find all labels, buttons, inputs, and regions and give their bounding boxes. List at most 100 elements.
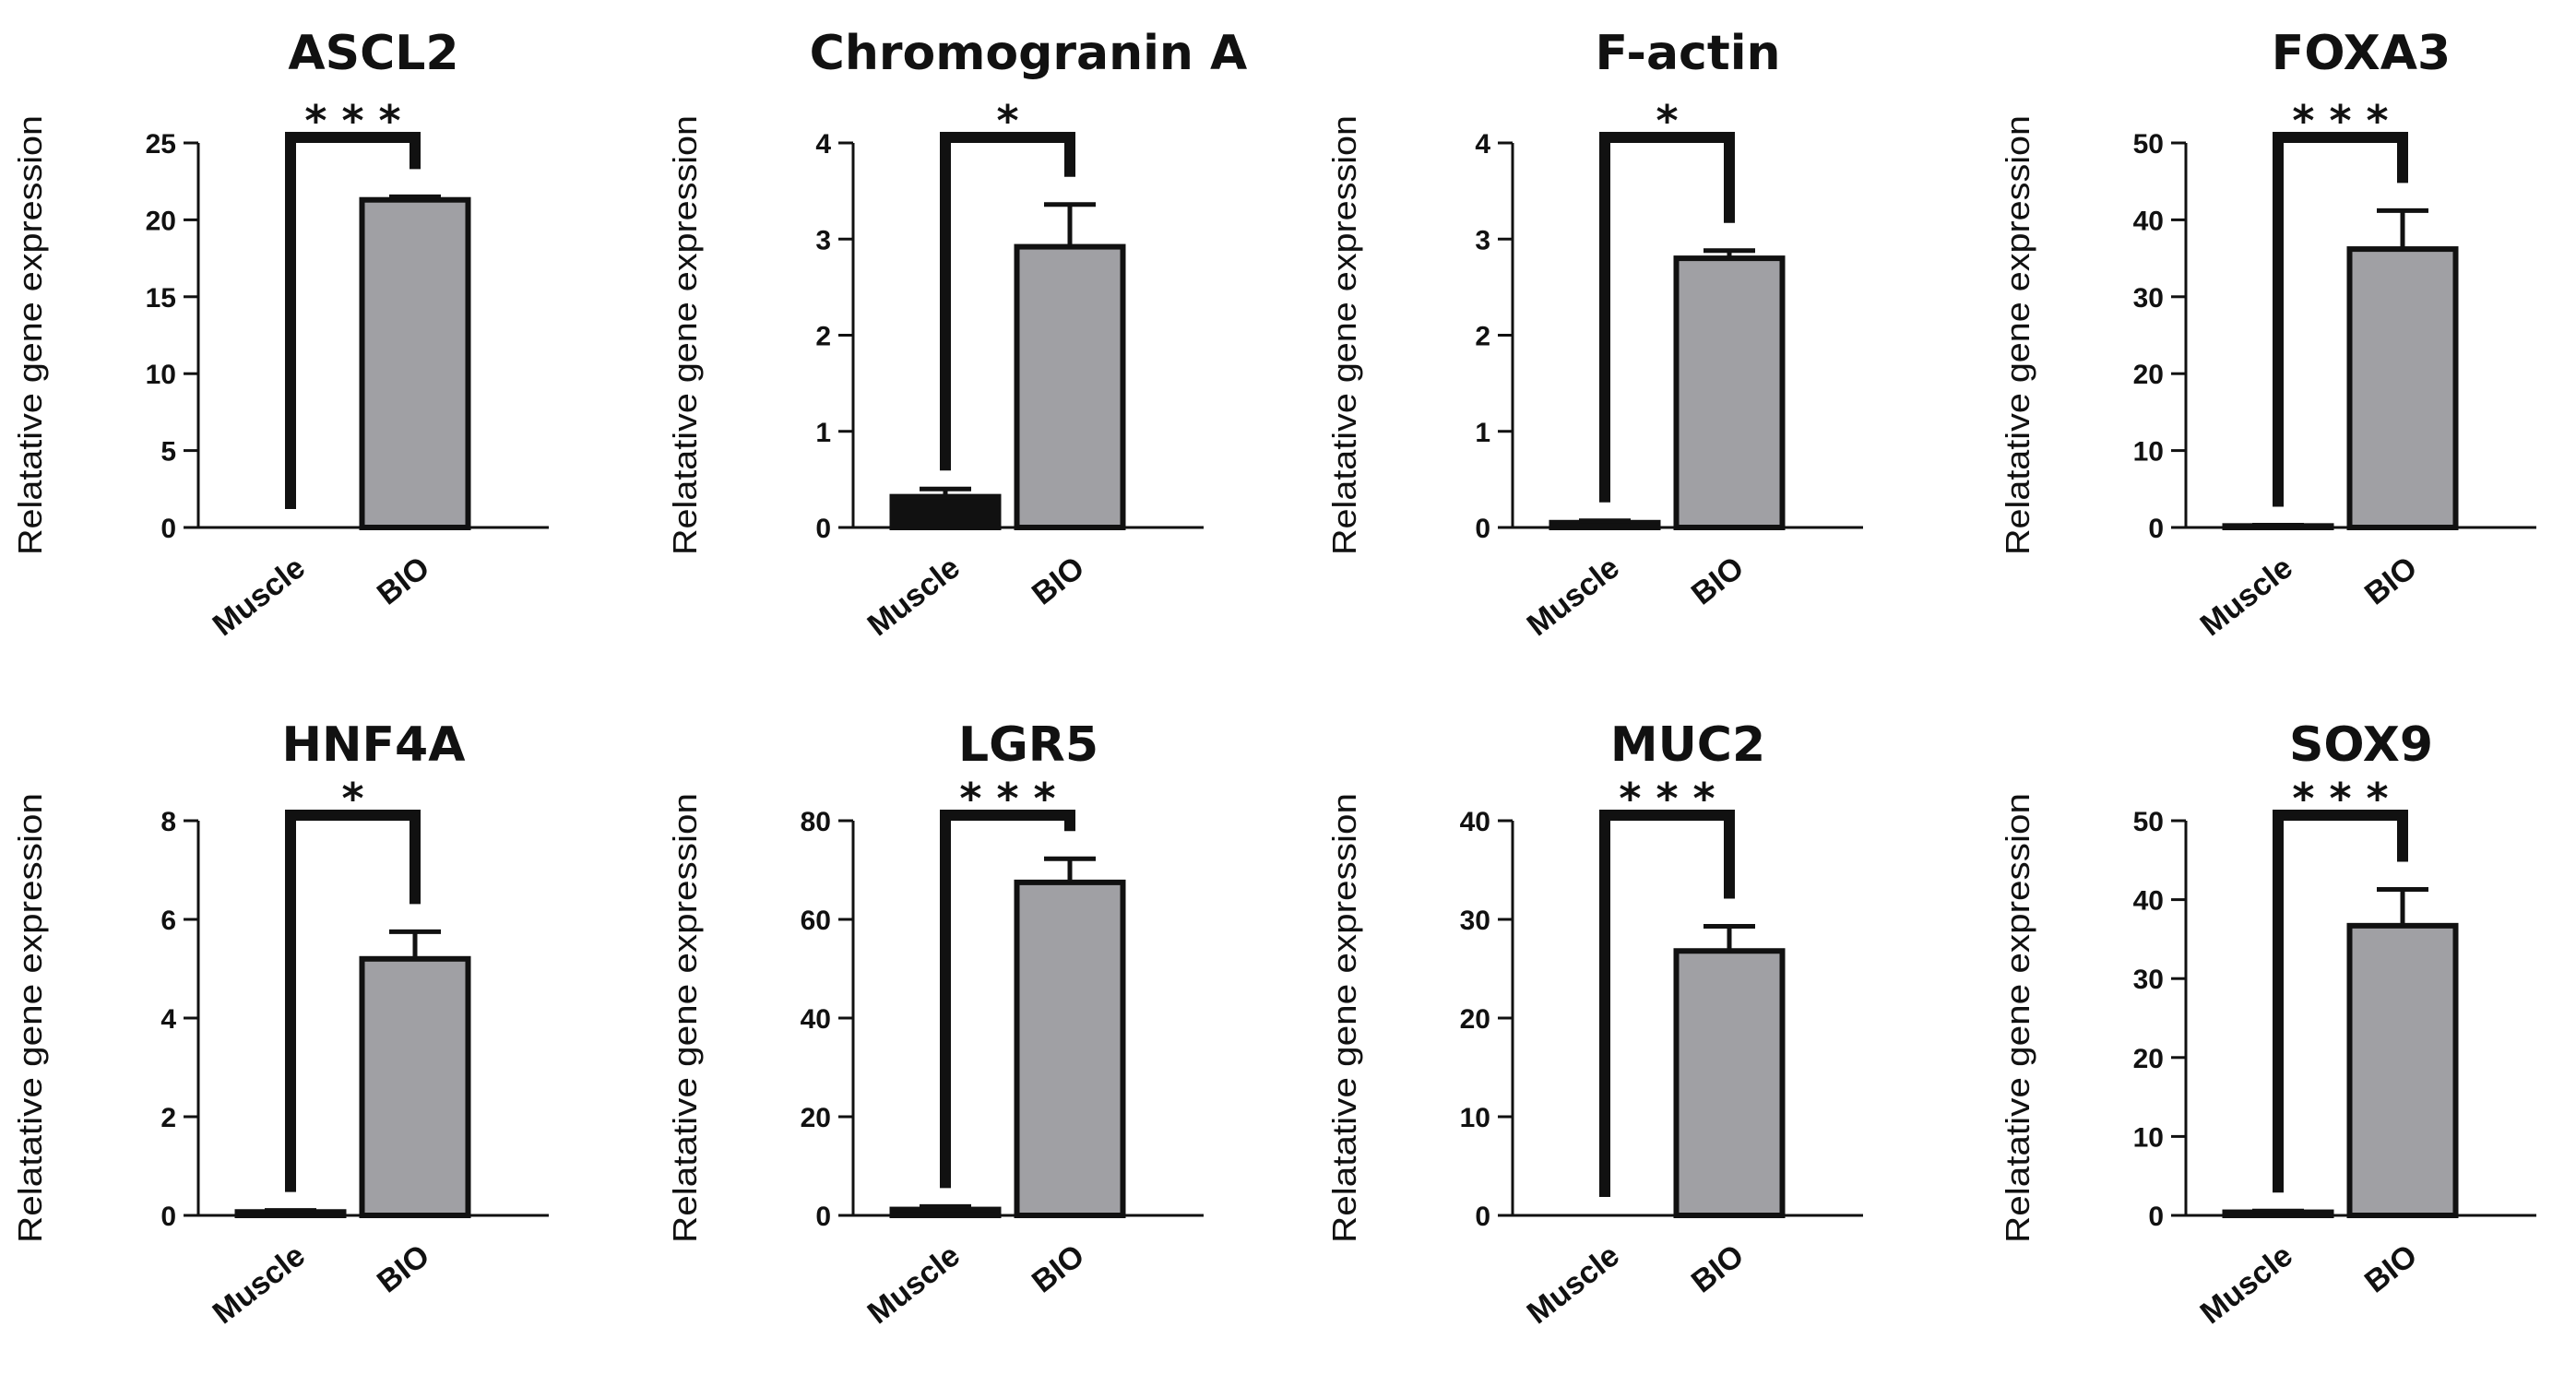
y-tick-label: 60 xyxy=(801,906,831,936)
chart-panel-muc2: MUC2 Relatative gene expression 0 10 20 30 40 M… xyxy=(1325,717,1863,1331)
bar-bio xyxy=(1673,948,1786,1218)
chart-panel-foxa3: FOXA3 Relatative gene expression 0 10 20 30 40… xyxy=(1999,26,2536,643)
bar-bio xyxy=(2346,922,2459,1219)
x-tick-label: Muscle xyxy=(1521,550,1626,643)
x-tick-label: BIO xyxy=(1685,1238,1751,1299)
y-tick-label: 8 xyxy=(160,807,176,837)
significance-label: * xyxy=(1656,96,1678,146)
y-tick-label: 10 xyxy=(2133,437,2164,468)
x-tick-label: BIO xyxy=(1026,1238,1091,1299)
significance-label: * * * xyxy=(2292,96,2388,146)
significance-bracket xyxy=(2273,810,2408,1193)
x-tick-label: BIO xyxy=(371,1238,436,1299)
y-tick-label: 40 xyxy=(801,1004,831,1035)
y-axis-label: Relatative gene expression xyxy=(11,115,49,555)
y-axis-label: Relatative gene expression xyxy=(666,793,704,1243)
y-axis-label: Relatative gene expression xyxy=(1325,115,1363,555)
significance-bracket xyxy=(940,132,1075,471)
y-tick-label: 20 xyxy=(801,1103,831,1133)
y-axis-label: Relatative gene expression xyxy=(1999,115,2036,555)
y-tick-label: 40 xyxy=(1460,807,1490,837)
significance-bracket xyxy=(1599,132,1735,503)
y-tick-label: 0 xyxy=(160,514,176,544)
bar-bio xyxy=(1014,243,1126,530)
x-tick-label: Muscle xyxy=(861,550,967,643)
chart-panel-hnf4a: HNF4A Relatative gene expression 0 2 4 6 8 Musc… xyxy=(11,717,549,1331)
y-tick-label: 10 xyxy=(2133,1122,2164,1153)
chart-panel-ascl2: ASCL2 Relatative gene expression 0 5 10 15 20 2… xyxy=(11,26,549,643)
y-tick-label: 2 xyxy=(160,1103,176,1133)
x-tick-label: Muscle xyxy=(861,1238,967,1331)
significance-label: * * * xyxy=(959,774,1055,823)
y-axis-label: Relatative gene expression xyxy=(666,115,704,555)
x-tick-label: BIO xyxy=(2358,550,2424,611)
x-tick-label: BIO xyxy=(1685,550,1751,611)
x-tick-label: BIO xyxy=(2358,1238,2424,1299)
y-tick-label: 20 xyxy=(146,206,176,236)
chart-title: FOXA3 xyxy=(2272,26,2451,81)
significance-bracket xyxy=(2273,132,2408,507)
chart-panel-chromogranin-a: Chromogranin A Relatative gene expression… xyxy=(666,26,1247,643)
chart-title: MUC2 xyxy=(1610,717,1765,773)
bar-bio xyxy=(1014,879,1126,1218)
significance-label: * xyxy=(996,96,1018,146)
x-tick-label: Muscle xyxy=(207,550,312,643)
chart-panel-lgr5: LGR5 Relatative gene expression 0 20 40 60 80 M… xyxy=(666,717,1204,1331)
bar-muscle xyxy=(889,493,1002,531)
significance-bracket xyxy=(285,810,421,1192)
y-tick-label: 20 xyxy=(2133,1044,2164,1074)
chart-title: ASCL2 xyxy=(288,26,458,81)
chart-title: LGR5 xyxy=(958,717,1098,773)
y-axis-label: Relatative gene expression xyxy=(1999,793,2036,1243)
y-tick-label: 10 xyxy=(1460,1103,1490,1133)
y-tick-label: 20 xyxy=(1460,1004,1490,1035)
y-tick-label: 4 xyxy=(815,129,831,160)
y-tick-label: 50 xyxy=(2133,807,2164,837)
bar-muscle xyxy=(889,1206,1002,1218)
y-axis-label: Relatative gene expression xyxy=(11,793,49,1243)
bar-bio xyxy=(359,955,471,1219)
significance-label: * * * xyxy=(1619,774,1715,823)
y-tick-label: 20 xyxy=(2133,360,2164,390)
chart-title: HNF4A xyxy=(282,717,466,773)
y-tick-label: 0 xyxy=(815,1202,831,1232)
chart-title: Chromogranin A xyxy=(810,26,1248,81)
chart-panel-sox9: SOX9 Relatative gene expression 0 10 20 30 40 5… xyxy=(1999,717,2536,1331)
y-tick-label: 15 xyxy=(146,283,176,314)
bar-bio xyxy=(359,196,471,530)
y-tick-label: 0 xyxy=(160,1202,176,1232)
y-tick-label: 3 xyxy=(815,225,831,255)
y-tick-label: 50 xyxy=(2133,129,2164,160)
y-tick-label: 3 xyxy=(1475,225,1490,255)
bar-muscle xyxy=(1549,519,1661,530)
significance-bracket xyxy=(940,810,1075,1189)
y-tick-label: 0 xyxy=(2148,514,2164,544)
y-tick-label: 4 xyxy=(160,1004,176,1035)
x-tick-label: Muscle xyxy=(207,1238,312,1331)
y-tick-label: 0 xyxy=(1475,1202,1490,1232)
significance-label: * xyxy=(341,774,363,823)
x-tick-label: Muscle xyxy=(2194,1238,2299,1331)
y-axis-label: Relatative gene expression xyxy=(1325,793,1363,1243)
x-tick-label: Muscle xyxy=(2194,550,2299,643)
y-tick-label: 6 xyxy=(160,906,176,936)
y-tick-label: 30 xyxy=(2133,965,2164,995)
bar-bio xyxy=(2346,246,2459,530)
y-tick-label: 1 xyxy=(1475,418,1490,448)
chart-title: F-actin xyxy=(1595,26,1780,81)
y-tick-label: 80 xyxy=(801,807,831,837)
y-tick-label: 25 xyxy=(146,129,176,160)
bar-bio xyxy=(1673,255,1786,530)
y-tick-label: 5 xyxy=(160,437,176,468)
significance-bracket xyxy=(1599,810,1735,1197)
y-tick-label: 1 xyxy=(815,418,831,448)
y-tick-label: 4 xyxy=(1475,129,1490,160)
y-tick-label: 40 xyxy=(2133,206,2164,236)
y-tick-label: 0 xyxy=(2148,1202,2164,1232)
y-tick-label: 30 xyxy=(1460,906,1490,936)
y-tick-label: 0 xyxy=(1475,514,1490,544)
y-tick-label: 30 xyxy=(2133,283,2164,314)
chart-title: SOX9 xyxy=(2289,717,2433,773)
y-tick-label: 2 xyxy=(1475,322,1490,352)
significance-label: * * * xyxy=(304,96,400,146)
